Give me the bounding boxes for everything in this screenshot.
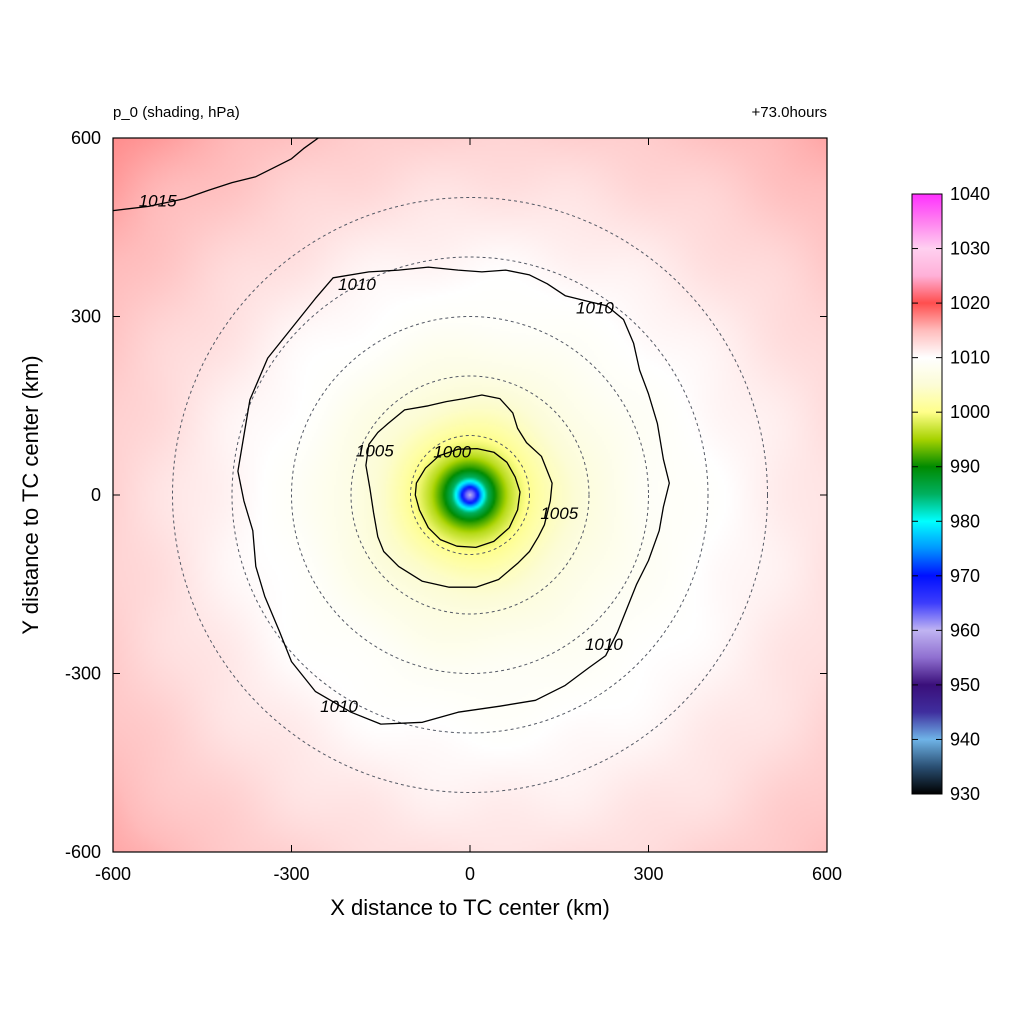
plot-area: 1000 1005 1010 1015 1010 1005 1010 1010 — [112, 137, 828, 853]
x-tick-label: 300 — [633, 864, 663, 884]
range-circle — [410, 435, 530, 555]
contour-label-text: 1010 — [320, 697, 358, 716]
colorbar-ticks: 930 940 950 960 970 980 990 1000 1010 1020 1030 104… — [912, 184, 990, 804]
contour-label-text: 1010 — [338, 275, 376, 294]
colorbar-tick-label: 960 — [950, 620, 980, 640]
range-circles — [172, 197, 768, 793]
x-tick-label: -300 — [273, 864, 309, 884]
contour-label: 1010 — [576, 299, 614, 318]
contour-1005 — [365, 394, 553, 588]
chart-title-right: +73.0hours — [752, 104, 827, 121]
colorbar-tick-label: 990 — [950, 457, 980, 477]
chart-title-left: p_0 (shading, hPa) — [113, 104, 240, 121]
x-tick-label: -600 — [95, 864, 131, 884]
y-tick-label: 600 — [71, 128, 101, 148]
y-tick-label: -300 — [65, 664, 101, 684]
colorbar-tick-label: 1000 — [950, 402, 990, 422]
colorbar: 930 940 950 960 970 980 990 1000 1010 1020 1030 104… — [911, 184, 990, 804]
colorbar-tick-label: 1020 — [950, 293, 990, 313]
contour-1000 — [414, 447, 521, 549]
range-circle — [231, 256, 709, 734]
y-axis: -600 -300 0 300 600 — [65, 128, 827, 862]
contour-label: 1015 — [139, 191, 177, 210]
y-tick-label: -600 — [65, 842, 101, 862]
contour-label: 1000 — [433, 443, 471, 462]
contour-label: 1005 — [356, 441, 394, 460]
contour-1010 — [237, 266, 670, 725]
contour-1015 — [113, 138, 319, 212]
colorbar-tick-label: 940 — [950, 729, 980, 749]
colorbar-gradient — [911, 193, 943, 795]
contour-label: 1010 — [585, 635, 623, 654]
colorbar-tick-label: 1030 — [950, 239, 990, 259]
y-axis-label: Y distance to TC center (km) — [18, 355, 43, 634]
contour-label: 1010 — [338, 275, 376, 294]
contour-label-text: 1010 — [585, 635, 623, 654]
colorbar-tick-label: 930 — [950, 784, 980, 804]
colorbar-tick-label: 1010 — [950, 348, 990, 368]
colorbar-tick-label: 980 — [950, 511, 980, 531]
x-axis-label: X distance to TC center (km) — [330, 895, 610, 920]
pressure-shading — [113, 138, 827, 852]
contour-labels: 1000 1005 1010 1015 1010 1005 1010 1010 — [139, 191, 624, 716]
range-circle — [172, 197, 768, 793]
colorbar-tick-label: 1040 — [950, 184, 990, 204]
pressure-contours — [113, 138, 670, 725]
x-tick-label: 600 — [812, 864, 842, 884]
y-tick-label: 0 — [91, 485, 101, 505]
contour-label: 1010 — [320, 697, 358, 716]
colorbar-tick-label: 970 — [950, 566, 980, 586]
contour-label-text: 1000 — [433, 443, 471, 462]
contour-label-text: 1005 — [356, 441, 394, 460]
x-tick-label: 0 — [465, 864, 475, 884]
contour-label: 1005 — [540, 504, 578, 523]
x-axis: -600 -300 0 300 600 — [95, 138, 842, 884]
contour-label-text: 1005 — [540, 504, 578, 523]
range-circle — [291, 316, 649, 674]
colorbar-tick-label: 950 — [950, 675, 980, 695]
contour-label-text: 1015 — [139, 191, 177, 210]
range-circle — [350, 375, 590, 615]
y-tick-label: 300 — [71, 307, 101, 327]
contour-label-text: 1010 — [576, 299, 614, 318]
